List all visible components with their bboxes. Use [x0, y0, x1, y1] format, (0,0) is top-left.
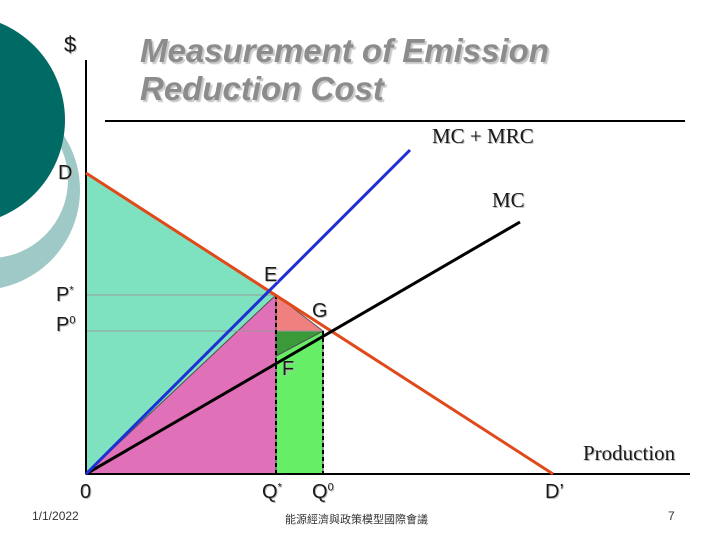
footer-center-text: 能源經濟與政策模型國際會議 [285, 514, 428, 526]
origin-label: 0 [80, 481, 92, 503]
demand-label: D [58, 162, 73, 184]
point-g-label: G [312, 300, 328, 322]
point-f-label: F [282, 358, 295, 380]
p-star-sup: * [69, 284, 74, 297]
p-zero-text: P [56, 314, 70, 336]
title-line-2: Reduction Cost [140, 70, 384, 107]
page-number: 7 [668, 509, 675, 523]
mc-line [85, 220, 521, 476]
demand-line [85, 171, 554, 476]
q-zero-text: Q [312, 481, 328, 503]
demand-end-label: D’ [545, 481, 564, 503]
p-star-label: P* [56, 284, 74, 307]
slide-title: Measurement of Emission Reduction Cost [140, 32, 660, 108]
y-axis-label: $ [64, 32, 77, 57]
p-zero-sup: 0 [69, 314, 76, 327]
p-star-text: P [56, 284, 70, 306]
q-star-label: Q* [262, 481, 282, 504]
point-e-label: E [264, 264, 278, 286]
title-line-1: Measurement of Emission [140, 32, 549, 69]
mc-label: MC [492, 188, 525, 212]
deco-circle-teal [0, 22, 65, 218]
q-star-text: Q [262, 481, 278, 503]
mc-mrc-line [84, 148, 412, 476]
q-star-sup: * [277, 481, 282, 494]
q-zero-label: Q0 [312, 481, 334, 504]
q-zero-sup: 0 [327, 481, 334, 494]
x-axis-label: Production [583, 441, 676, 465]
footer-date: 1/1/2022 [32, 509, 79, 523]
p-zero-label: P0 [56, 314, 75, 337]
mc-mrc-label: MC + MRC [432, 124, 534, 148]
